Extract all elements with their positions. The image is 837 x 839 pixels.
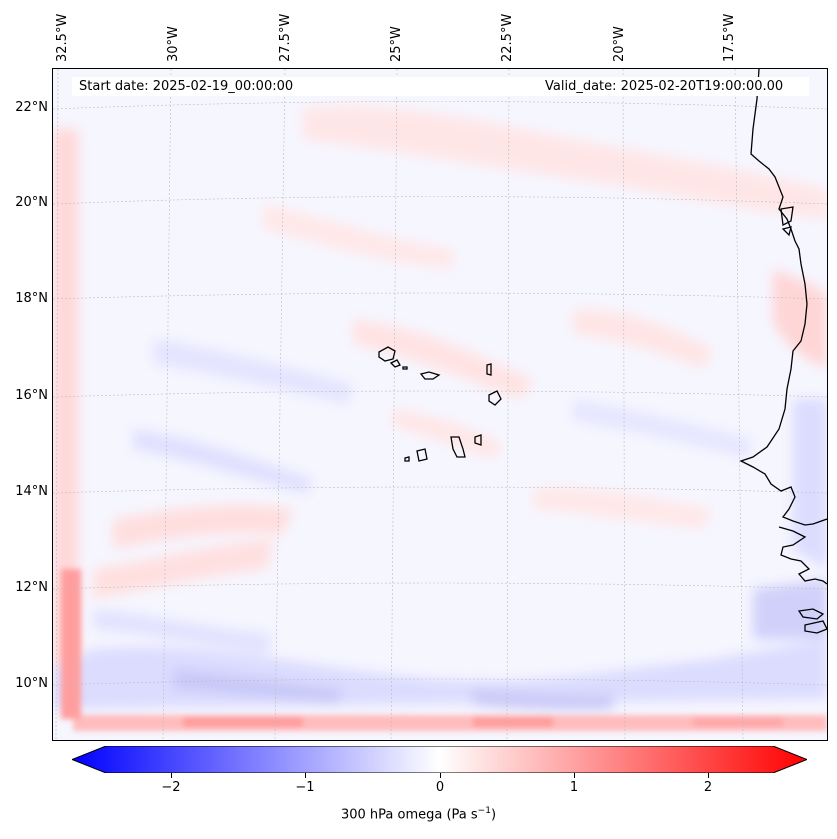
lat-label-14n: 14°N bbox=[15, 484, 48, 499]
colorbar-tick-0: 0 bbox=[435, 780, 445, 795]
colorbar-tick-mark bbox=[574, 773, 575, 778]
island-fogo bbox=[416, 448, 428, 462]
colorbar-tick-mark bbox=[440, 773, 441, 778]
lat-label-18n: 18°N bbox=[15, 291, 48, 306]
valid-date-label: Valid_date: 2025-02-20T19:00:00.00 bbox=[545, 79, 784, 94]
lon-label-27-5w: 27.5°W bbox=[278, 13, 293, 62]
start-date-label: Start date: 2025-02-19_00:00:00 bbox=[79, 79, 294, 94]
colorbar-tick-minus1: −1 bbox=[295, 780, 315, 795]
lon-label-22-5w: 22.5°W bbox=[500, 13, 515, 62]
coastline bbox=[739, 69, 827, 634]
colorbar-tick-2: 2 bbox=[703, 780, 713, 795]
colorbar bbox=[72, 746, 807, 773]
map-panel bbox=[52, 68, 828, 741]
colorbar-tick-mark bbox=[708, 773, 709, 778]
island-santiago bbox=[450, 436, 466, 458]
lat-label-20n: 20°N bbox=[15, 195, 48, 210]
island-santo-antao bbox=[378, 346, 396, 362]
boundary-strip bbox=[61, 569, 827, 731]
colorbar-label-close: ) bbox=[490, 807, 497, 823]
colorbar-label: 300 hPa omega (Pa s−1) bbox=[0, 806, 837, 822]
positive-omega-areas bbox=[53, 106, 827, 669]
island-santa-luzia bbox=[402, 366, 408, 370]
colorbar-tick-mark bbox=[305, 773, 306, 778]
lat-label-22n: 22°N bbox=[15, 100, 48, 115]
lat-label-10n: 10°N bbox=[15, 676, 48, 691]
graticule bbox=[53, 69, 827, 740]
lon-label-25w: 25°W bbox=[389, 26, 404, 62]
colorbar-tick-minus2: −2 bbox=[161, 780, 181, 795]
lat-label-12n: 12°N bbox=[15, 580, 48, 595]
colorbar-label-exponent: −1 bbox=[477, 806, 491, 816]
colorbar-tick-1: 1 bbox=[569, 780, 579, 795]
date-info-bar bbox=[72, 77, 809, 96]
africa-coastline bbox=[739, 69, 827, 526]
island-sao-nicolau bbox=[419, 371, 441, 380]
cape-verde-islands bbox=[378, 346, 502, 462]
island-boa-vista bbox=[488, 390, 502, 406]
island-sal bbox=[486, 363, 492, 376]
lon-label-32-5w: 32.5°W bbox=[55, 13, 70, 62]
omega-field-map bbox=[53, 69, 827, 740]
lon-label-17-5w: 17.5°W bbox=[722, 13, 737, 62]
lon-label-30w: 30°W bbox=[166, 26, 181, 62]
lon-label-20w: 20°W bbox=[612, 26, 627, 62]
island-brava bbox=[404, 456, 410, 462]
island-maio bbox=[474, 434, 482, 446]
colorbar-label-text: 300 hPa omega (Pa s bbox=[340, 807, 478, 823]
island-sao-vicente bbox=[389, 359, 401, 368]
negative-omega-areas bbox=[53, 339, 827, 710]
lat-label-16n: 16°N bbox=[15, 388, 48, 403]
colorbar-tick-mark bbox=[171, 773, 172, 778]
